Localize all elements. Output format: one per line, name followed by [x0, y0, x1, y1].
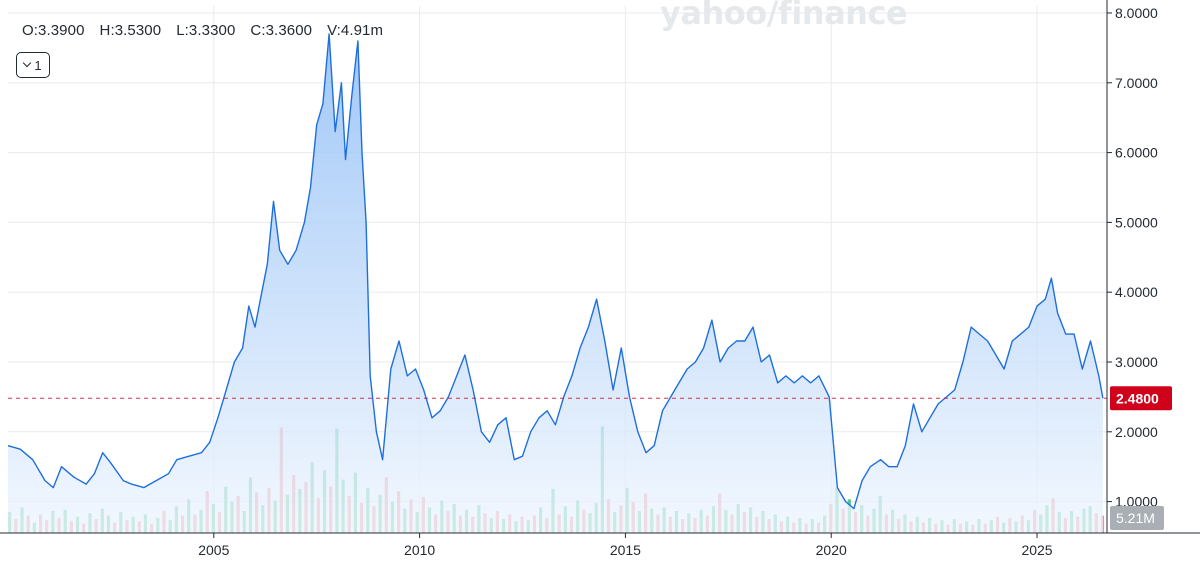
volume-badge: 5.21M	[1110, 506, 1164, 530]
y-tick-label: 4.0000	[1115, 284, 1158, 300]
y-tick-label: 7.0000	[1115, 75, 1158, 91]
open-value: O:3.3900	[22, 22, 85, 39]
price-area-fill	[8, 33, 1103, 534]
interval-button[interactable]: 1	[16, 52, 50, 78]
x-tick-label: 2005	[198, 542, 229, 558]
chevron-down-icon	[23, 58, 32, 68]
low-value: L:3.3300	[176, 22, 236, 39]
x-tick-label: 2015	[610, 542, 641, 558]
x-tick-label: 2010	[404, 542, 435, 558]
badges: 5.21M 2.4800	[1110, 386, 1172, 530]
y-tick-label: 6.0000	[1115, 145, 1158, 161]
price-badge: 2.4800	[1110, 386, 1172, 411]
volume-badge-label: 5.21M	[1116, 510, 1155, 526]
x-tick-label: 2020	[816, 542, 847, 558]
ohlc-readout: O:3.3900 H:3.5300 L:3.3300 C:3.3600 V:4.…	[22, 22, 383, 39]
high-value: H:3.5300	[99, 22, 162, 39]
y-tick-label: 5.0000	[1115, 214, 1158, 230]
price-area	[7, 33, 1104, 534]
y-tick-label: 8.0000	[1115, 5, 1158, 21]
close-value: C:3.3600	[250, 22, 313, 39]
volume-value: V:4.91m	[327, 22, 384, 39]
axes: 8.0000 7.0000 6.0000 5.0000 4.0000 3.0000 2.00…	[0, 0, 1200, 558]
x-tick-label: 2025	[1021, 542, 1052, 558]
y-tick-label: 3.0000	[1115, 354, 1158, 370]
price-badge-label: 2.4800	[1116, 390, 1159, 406]
price-line	[7, 33, 1104, 510]
y-tick-label: 1.0000	[1115, 494, 1158, 510]
yahoo-finance-watermark: yahoo/finance	[660, 0, 908, 32]
y-tick-label: 2.0000	[1115, 424, 1158, 440]
interval-label: 1	[34, 57, 42, 73]
